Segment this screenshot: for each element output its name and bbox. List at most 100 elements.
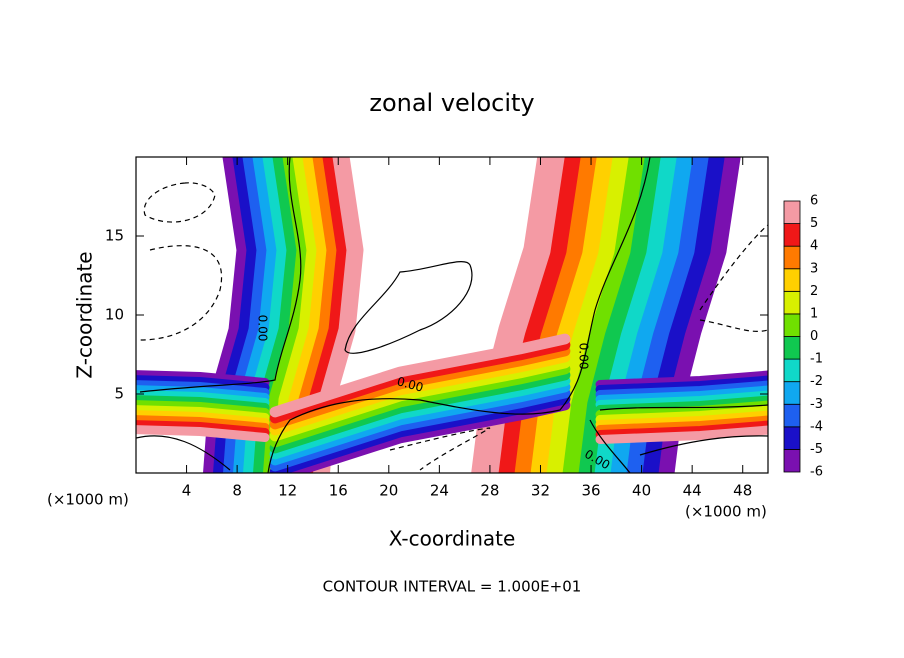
contour-line (139, 157, 302, 393)
level-band (136, 395, 270, 412)
contour-line (699, 319, 768, 332)
y-tick-label: 15 (105, 227, 124, 245)
level-band (595, 380, 768, 399)
colorbar-box (783, 268, 801, 292)
level-band (136, 400, 270, 417)
level-band (136, 375, 270, 392)
level-band (269, 357, 571, 442)
level-band (269, 333, 571, 418)
x-tick-label: 8 (232, 482, 242, 500)
colorbar-box (783, 381, 801, 405)
level-band (136, 370, 270, 387)
level-band (551, 157, 645, 473)
level-band (136, 420, 270, 437)
colorbar-label: 5 (810, 216, 818, 231)
contour-label: 0.00 (395, 374, 424, 394)
contour-lines (136, 157, 768, 473)
contour-line (344, 261, 473, 354)
x-tick-label: 40 (632, 482, 651, 500)
x-tick-label: 36 (581, 482, 600, 500)
x-tick-label: 48 (733, 482, 752, 500)
level-band (269, 375, 571, 460)
colorbar-box (783, 200, 801, 224)
colorbar-label: 0 (810, 329, 818, 344)
colorbar: -6 -5 -4 -3 -2 -1 0 1 2 3 4 5 6 (783, 194, 823, 480)
contour-line (389, 427, 491, 471)
level-band (503, 157, 597, 473)
colorbar-box (783, 245, 801, 270)
level-band (269, 393, 571, 473)
colorbar-box (783, 336, 801, 360)
level-band (136, 425, 270, 442)
level-band (535, 157, 629, 473)
level-band (136, 405, 270, 422)
x-tick-label: 12 (278, 482, 297, 500)
footer: CONTOUR INTERVAL = 1.000E+01 (323, 578, 582, 596)
colorbar-box (783, 449, 801, 473)
level-band (269, 381, 571, 466)
level-band (487, 157, 581, 473)
x-unit: (×1000 m) (685, 503, 767, 521)
contour-line (143, 182, 216, 223)
y-tick-label: 5 (114, 385, 124, 403)
x-tick-label: 4 (182, 482, 192, 500)
y-tick-label: 10 (105, 306, 124, 324)
contour-line (136, 435, 231, 471)
level-band (136, 390, 270, 407)
colorbar-label: 2 (810, 284, 818, 299)
level-band (595, 425, 768, 444)
x-tick-label: 24 (430, 482, 449, 500)
level-band (595, 370, 768, 389)
level-band (595, 385, 768, 404)
x-tick-label: 28 (480, 482, 499, 500)
contour-line (139, 245, 223, 341)
level-band (595, 375, 768, 394)
contour-label: 0.00 (577, 343, 591, 370)
level-band (269, 351, 571, 436)
level-band (595, 390, 768, 409)
level-band (595, 410, 768, 429)
x-axis-label: X-coordinate (389, 527, 516, 551)
level-band (136, 410, 270, 427)
colorbar-box (783, 358, 801, 383)
level-band (136, 415, 270, 432)
contour-line (599, 404, 768, 411)
colorbar-label: -4 (810, 419, 823, 434)
contour-line (699, 224, 768, 311)
level-band (471, 157, 565, 473)
colorbar-label: 4 (810, 239, 818, 254)
colorbar-label: -5 (810, 442, 823, 457)
colorbar-box (783, 403, 801, 428)
level-band (269, 339, 571, 424)
x-tick-label: 44 (683, 482, 702, 500)
field (136, 157, 768, 473)
colorbar-label: -3 (810, 397, 823, 412)
chart-title: zonal velocity (369, 89, 534, 117)
level-band (595, 415, 768, 434)
colorbar-box (783, 426, 801, 450)
colorbar-box (783, 313, 801, 337)
colorbar-label: -2 (810, 374, 823, 389)
level-band (567, 157, 661, 473)
x-tick-label: 32 (531, 482, 550, 500)
level-band (269, 387, 571, 472)
contour-label: 0.00 (256, 315, 270, 342)
colorbar-label: 3 (810, 261, 818, 276)
contour-line (639, 435, 768, 456)
level-band (595, 420, 768, 439)
colorbar-box (783, 290, 801, 315)
colorbar-label: -1 (810, 352, 823, 367)
colorbar-label: 1 (810, 306, 818, 321)
level-band (269, 363, 571, 448)
x-tick-label: 20 (379, 482, 398, 500)
contour-labels: 0.00 0.00 0.00 0.00 (256, 315, 613, 473)
x-unit: (×1000 m) (47, 491, 129, 509)
level-band (595, 405, 768, 424)
level-band (519, 157, 613, 473)
contour-line (267, 157, 651, 473)
level-band (269, 369, 571, 454)
y-axis-label: Z-coordinate (73, 251, 97, 378)
x-tick-label: 16 (329, 482, 348, 500)
contour-line (589, 419, 631, 473)
